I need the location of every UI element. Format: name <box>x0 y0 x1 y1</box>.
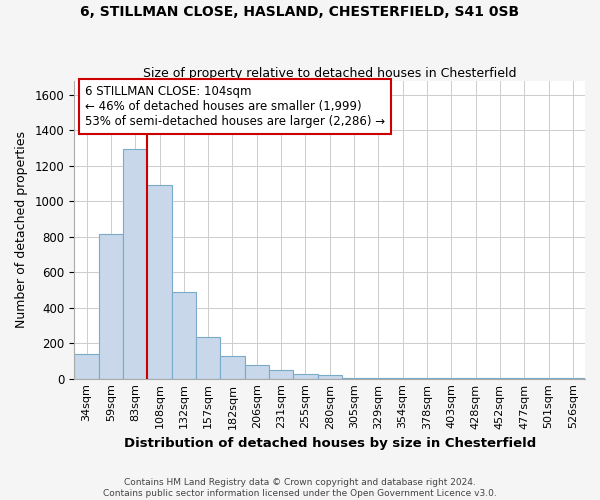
Bar <box>148 186 172 378</box>
Bar <box>245 366 269 378</box>
Text: Contains HM Land Registry data © Crown copyright and database right 2024.
Contai: Contains HM Land Registry data © Crown c… <box>103 478 497 498</box>
Bar <box>220 356 245 378</box>
Text: 6 STILLMAN CLOSE: 104sqm
← 46% of detached houses are smaller (1,999)
53% of sem: 6 STILLMAN CLOSE: 104sqm ← 46% of detach… <box>85 85 385 128</box>
Bar <box>74 354 99 378</box>
Title: Size of property relative to detached houses in Chesterfield: Size of property relative to detached ho… <box>143 66 517 80</box>
Text: 6, STILLMAN CLOSE, HASLAND, CHESTERFIELD, S41 0SB: 6, STILLMAN CLOSE, HASLAND, CHESTERFIELD… <box>80 5 520 19</box>
Bar <box>269 370 293 378</box>
Bar <box>99 234 123 378</box>
Bar <box>172 292 196 378</box>
Bar <box>293 374 317 378</box>
X-axis label: Distribution of detached houses by size in Chesterfield: Distribution of detached houses by size … <box>124 437 536 450</box>
Bar <box>196 337 220 378</box>
Bar <box>317 375 342 378</box>
Bar <box>123 149 148 378</box>
Y-axis label: Number of detached properties: Number of detached properties <box>15 131 28 328</box>
